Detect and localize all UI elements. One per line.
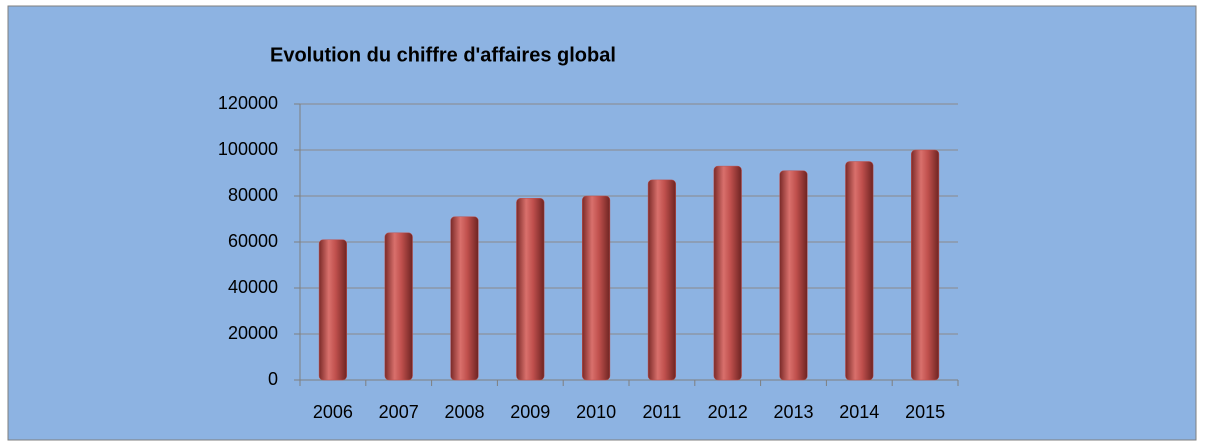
y-tick-label: 0 [268, 369, 278, 389]
y-tick-label: 20000 [228, 323, 278, 343]
y-tick-label: 60000 [228, 231, 278, 251]
bar [450, 216, 479, 381]
x-tick-label: 2015 [905, 402, 945, 422]
bar [713, 165, 742, 381]
bar [911, 149, 940, 381]
x-tick-label: 2011 [643, 402, 682, 422]
y-tick-label: 40000 [228, 277, 278, 297]
x-tick-label: 2012 [708, 402, 748, 422]
x-tick-label: 2007 [379, 402, 419, 422]
bar [647, 179, 676, 381]
bar [845, 161, 874, 381]
x-tick-label: 2006 [313, 402, 353, 422]
y-tick-label: 80000 [228, 185, 278, 205]
bar [516, 198, 545, 381]
bar [318, 239, 347, 381]
bar [779, 170, 808, 381]
x-tick-label: 2010 [576, 402, 616, 422]
y-tick-label: 100000 [218, 139, 278, 159]
bar [582, 195, 611, 381]
x-tick-label: 2014 [839, 402, 879, 422]
chart-title: Evolution du chiffre d'affaires global [270, 44, 616, 66]
bar [384, 232, 413, 381]
x-tick-label: 2009 [510, 402, 550, 422]
x-tick-label: 2013 [773, 402, 813, 422]
y-tick-label: 120000 [218, 93, 278, 113]
x-tick-label: 2008 [444, 402, 484, 422]
